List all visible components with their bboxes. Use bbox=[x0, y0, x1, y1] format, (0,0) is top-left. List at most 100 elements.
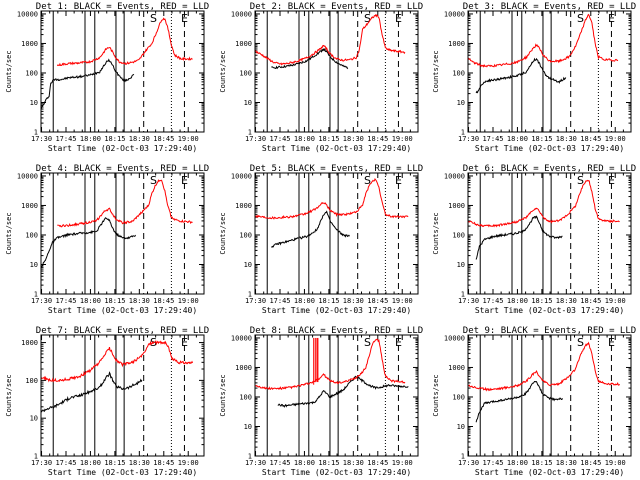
x-tick-label: 18:30 bbox=[343, 459, 364, 467]
interval-label-e: E bbox=[181, 336, 188, 349]
y-tick-label: 1000 bbox=[448, 364, 465, 372]
x-tick-label: 18:45 bbox=[153, 297, 174, 305]
x-tick-label: 17:45 bbox=[269, 459, 290, 467]
x-tick-label: 17:30 bbox=[245, 135, 266, 143]
plot-frame bbox=[467, 10, 632, 133]
x-tick-label: 18:45 bbox=[153, 459, 174, 467]
x-tick-label: 19:00 bbox=[178, 297, 199, 305]
x-tick-label: 18:30 bbox=[556, 297, 577, 305]
x-tick-label: 18:30 bbox=[556, 459, 577, 467]
plot-frame bbox=[40, 172, 205, 295]
x-tick-label: 18:00 bbox=[507, 297, 528, 305]
interval-label-s: S bbox=[364, 12, 371, 25]
x-tick-label: 17:30 bbox=[31, 135, 52, 143]
series-line-lld bbox=[254, 338, 406, 391]
series-line-lld bbox=[468, 341, 620, 392]
x-axis-label: Start Time (02-Oct-03 17:29:40) bbox=[475, 468, 624, 477]
x-tick-label: 19:00 bbox=[178, 135, 199, 143]
detector-panel-8: Det 8: BLACK = Events, RED = LLD Counts/s… bbox=[219, 326, 423, 477]
detector-panel-6: Det 6: BLACK = Events, RED = LLD Counts/s… bbox=[432, 164, 636, 315]
plot-frame bbox=[40, 10, 205, 133]
y-tick-label: 10 bbox=[244, 423, 252, 431]
y-tick-label: 100 bbox=[25, 377, 38, 385]
series-line-events bbox=[475, 380, 563, 423]
y-tick-label: 100 bbox=[452, 393, 465, 401]
panel-title: Det 5: BLACK = Events, RED = LLD bbox=[250, 164, 423, 174]
series-line-events bbox=[40, 58, 135, 111]
x-tick-label: 19:00 bbox=[178, 459, 199, 467]
y-tick-label: 10 bbox=[30, 415, 38, 423]
plot-frame bbox=[254, 10, 419, 133]
x-tick-label: 18:15 bbox=[531, 459, 552, 467]
y-axis-label: Counts/sec bbox=[219, 374, 227, 416]
detector-panel-3: Det 3: BLACK = Events, RED = LLD Counts/s… bbox=[432, 2, 636, 153]
y-axis-label: Counts/sec bbox=[219, 212, 227, 254]
x-tick-label: 18:45 bbox=[580, 459, 601, 467]
y-tick-label: 100 bbox=[25, 231, 38, 239]
series-line-events bbox=[277, 375, 409, 408]
series-line-events bbox=[40, 217, 136, 268]
x-tick-label: 18:00 bbox=[80, 297, 101, 305]
y-tick-label: 1 bbox=[248, 453, 252, 461]
detector-panel-4: Det 4: BLACK = Events, RED = LLD Counts/s… bbox=[5, 164, 209, 315]
interval-label-s: S bbox=[577, 12, 584, 25]
x-tick-label: 17:30 bbox=[458, 459, 479, 467]
series-line-lld bbox=[40, 339, 194, 383]
x-tick-label: 18:00 bbox=[294, 135, 315, 143]
series-line-events bbox=[475, 57, 567, 94]
interval-label-s: S bbox=[364, 174, 371, 187]
x-tick-label: 17:45 bbox=[269, 297, 290, 305]
plot-frame bbox=[40, 334, 205, 457]
y-axis-label: Counts/sec bbox=[5, 212, 13, 254]
y-axis-label: Counts/sec bbox=[5, 50, 13, 92]
detector-panel-2: Det 2: BLACK = Events, RED = LLD Counts/s… bbox=[219, 2, 423, 153]
y-tick-label: 100 bbox=[452, 231, 465, 239]
y-tick-label: 100 bbox=[239, 231, 252, 239]
x-tick-label: 17:30 bbox=[31, 297, 52, 305]
detector-panel-7: Det 7: BLACK = Events, RED = LLD Counts/s… bbox=[5, 326, 209, 477]
y-axis-label: Counts/sec bbox=[432, 374, 440, 416]
y-axis-label: Counts/sec bbox=[432, 212, 440, 254]
x-axis-label: Start Time (02-Oct-03 17:29:40) bbox=[475, 306, 624, 315]
x-tick-label: 17:30 bbox=[458, 297, 479, 305]
x-axis-label: Start Time (02-Oct-03 17:29:40) bbox=[262, 144, 411, 153]
plot-frame bbox=[467, 334, 632, 457]
x-tick-label: 18:30 bbox=[343, 297, 364, 305]
y-tick-label: 10000 bbox=[231, 10, 252, 18]
plot-frame bbox=[254, 334, 419, 457]
series-line-events bbox=[271, 47, 349, 70]
panel-title: Det 7: BLACK = Events, RED = LLD bbox=[36, 326, 209, 336]
series-line-lld bbox=[467, 179, 620, 228]
x-tick-label: 19:00 bbox=[392, 459, 413, 467]
x-tick-label: 17:45 bbox=[269, 135, 290, 143]
x-axis-label: Start Time (02-Oct-03 17:29:40) bbox=[48, 468, 197, 477]
x-tick-label: 17:45 bbox=[482, 459, 503, 467]
panel-title: Det 3: BLACK = Events, RED = LLD bbox=[463, 2, 636, 12]
x-axis-label: Start Time (02-Oct-03 17:29:40) bbox=[48, 306, 197, 315]
y-tick-label: 10 bbox=[457, 99, 465, 107]
y-tick-label: 10 bbox=[244, 99, 252, 107]
y-tick-label: 1000 bbox=[448, 40, 465, 48]
x-tick-label: 18:00 bbox=[294, 297, 315, 305]
x-tick-label: 18:15 bbox=[318, 135, 339, 143]
panel-title: Det 9: BLACK = Events, RED = LLD bbox=[463, 326, 636, 336]
series-line-events bbox=[475, 215, 563, 260]
x-tick-label: 18:45 bbox=[367, 135, 388, 143]
interval-label-e: E bbox=[181, 12, 188, 25]
series-line-lld bbox=[57, 179, 193, 228]
plot-frame bbox=[467, 172, 632, 295]
x-tick-label: 17:45 bbox=[482, 297, 503, 305]
x-axis-label: Start Time (02-Oct-03 17:29:40) bbox=[262, 306, 411, 315]
x-tick-label: 18:30 bbox=[129, 459, 150, 467]
x-tick-label: 18:15 bbox=[318, 297, 339, 305]
y-axis-label: Counts/sec bbox=[5, 374, 13, 416]
interval-label-s: S bbox=[364, 336, 371, 349]
detector-panel-5: Det 5: BLACK = Events, RED = LLD Counts/s… bbox=[219, 164, 423, 315]
x-tick-label: 17:45 bbox=[55, 135, 76, 143]
x-tick-label: 19:00 bbox=[605, 135, 626, 143]
interval-label-e: E bbox=[395, 174, 402, 187]
x-tick-label: 18:00 bbox=[80, 135, 101, 143]
y-tick-label: 1000 bbox=[448, 202, 465, 210]
panel-title: Det 8: BLACK = Events, RED = LLD bbox=[250, 326, 423, 336]
